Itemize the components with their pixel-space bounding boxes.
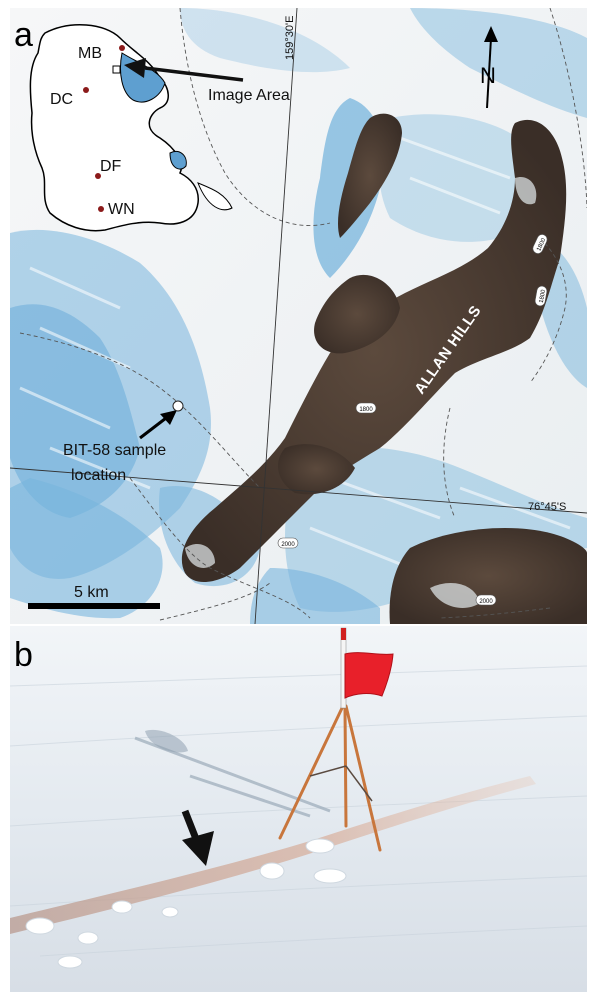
antarctica-inset (29, 24, 233, 232)
field-photo: b (10, 626, 587, 992)
satellite-map: 1800 1800 1800 2000 2000 159°30'E 76°45'… (10, 8, 587, 624)
contour-label: 2000 (479, 599, 493, 605)
latitude-line (10, 467, 587, 514)
tripod-braces (309, 765, 373, 802)
panel-label-b: b (14, 636, 33, 674)
image-area-marker (112, 65, 121, 74)
contour-label: 1800 (539, 289, 547, 304)
scale-bar-label: 5 km (74, 584, 109, 601)
station-label-df: DF (100, 158, 122, 175)
tripod (278, 704, 382, 852)
rock-snow (185, 177, 537, 608)
elevation-contours (19, 8, 587, 621)
image-area-label: Image Area (208, 87, 290, 104)
debris-band (10, 776, 536, 934)
debris-arrow (181, 809, 214, 866)
photo-panel-b: b (10, 626, 587, 992)
rock-outcrops (181, 113, 587, 624)
station-label-mb: MB (78, 45, 102, 62)
north-label: N (480, 63, 496, 88)
contour-label: 1800 (536, 237, 547, 252)
flag-shadow (145, 729, 188, 753)
pole-tip (341, 628, 346, 640)
latitude-label: 76°45'S (528, 501, 566, 513)
map-panel-a: 1800 1800 1800 2000 2000 159°30'E 76°45'… (10, 8, 587, 624)
north-arrow (484, 26, 498, 109)
sample-label-line2: location (71, 467, 126, 484)
station-df-dot (95, 173, 101, 179)
contour-labels: 1800 1800 1800 2000 2000 (277, 234, 548, 606)
sample-arrow (139, 410, 177, 440)
contour-label: 2000 (281, 542, 295, 548)
scale-bar (28, 603, 160, 609)
station-dc-dot (83, 87, 89, 93)
station-label-dc: DC (50, 91, 73, 108)
sample-label-line1: BIT-58 sample (63, 442, 166, 459)
panel-label-a: a (14, 16, 33, 54)
station-wn-dot (98, 206, 104, 212)
station-mb-dot (119, 45, 125, 51)
longitude-label: 159°30'E (284, 16, 296, 60)
red-flag (344, 652, 394, 699)
snow-clumps (25, 838, 347, 969)
surface-texture (10, 665, 587, 957)
image-area-pointer (124, 58, 244, 82)
longitude-line (254, 8, 298, 624)
sample-location-marker (172, 400, 184, 412)
station-label-wn: WN (108, 201, 135, 218)
contour-label: 1800 (359, 407, 373, 413)
